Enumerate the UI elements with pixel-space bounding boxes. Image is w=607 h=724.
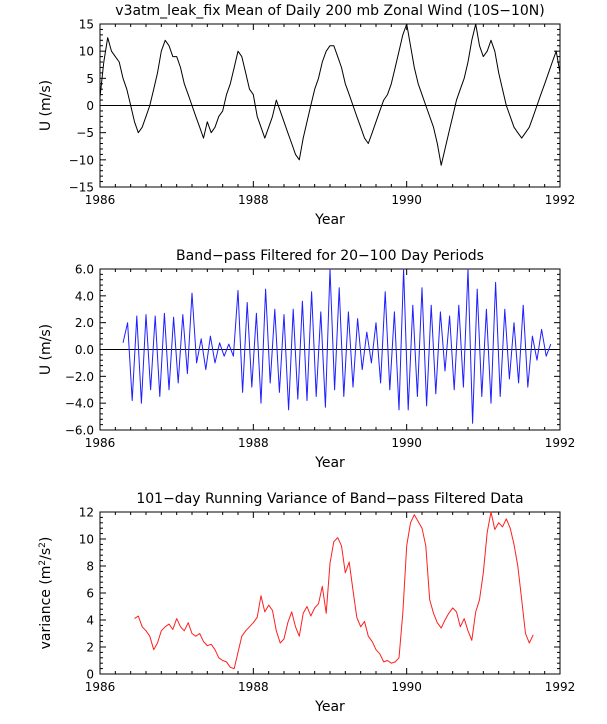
superscript: 2 — [38, 542, 48, 548]
y-tick-label: −6.0 — [65, 424, 94, 438]
y-tick-label: 0.0 — [75, 343, 94, 357]
chart-title-2: Band−pass Filtered for 20−100 Day Period… — [176, 248, 484, 264]
y-tick-label: −2.0 — [65, 370, 94, 384]
chart-title-1: v3atm_leak_fix Mean of Daily 200 mb Zona… — [115, 3, 544, 19]
superscript: 2 — [38, 560, 48, 566]
y-tick-label: 10 — [79, 533, 94, 547]
x-tick-label: 1988 — [238, 436, 269, 450]
x-axis-label-3: Year — [314, 699, 345, 715]
y-tick-label: 8 — [86, 560, 94, 574]
y-tick-label: 6 — [86, 587, 94, 601]
y-label-part: /s — [38, 548, 54, 560]
x-tick-label: 1986 — [85, 680, 116, 694]
y-tick-label: −4.0 — [65, 397, 94, 411]
y-axis-label-1: U (m/s) — [38, 80, 54, 131]
y-label-part: ) — [38, 537, 54, 542]
y-tick-label: 15 — [79, 18, 94, 32]
x-tick-label: 1990 — [391, 680, 422, 694]
y-tick-label: 5 — [86, 72, 94, 86]
y-label-part: variance (m — [38, 566, 54, 650]
y-tick-label: −15 — [69, 181, 94, 195]
y-axis-label-2: U (m/s) — [38, 324, 54, 375]
y-tick-label: 4 — [86, 614, 94, 628]
x-tick-label: 1986 — [85, 193, 116, 207]
y-tick-label: 12 — [79, 506, 94, 520]
y-tick-label: 0 — [86, 99, 94, 113]
data-line-2-1 — [122, 268, 552, 424]
x-axis-label-2: Year — [314, 455, 345, 471]
y-tick-label: 2.0 — [75, 316, 94, 330]
x-axis-label-1: Year — [314, 212, 345, 228]
x-tick-label: 1990 — [391, 193, 422, 207]
y-tick-label: 6.0 — [75, 263, 94, 277]
x-tick-label: 1988 — [238, 680, 269, 694]
plot-frame-3 — [99, 511, 561, 675]
chart-title-3: 101−day Running Variance of Band−pass Fi… — [136, 491, 523, 507]
y-tick-label: 0 — [86, 668, 94, 682]
y-tick-label: 2 — [86, 641, 94, 655]
x-tick-label: 1992 — [545, 680, 576, 694]
x-tick-label: 1992 — [545, 193, 576, 207]
y-tick-label: −10 — [69, 153, 94, 167]
x-tick-label: 1988 — [238, 193, 269, 207]
y-tick-label: 4.0 — [75, 289, 94, 303]
x-tick-label: 1990 — [391, 436, 422, 450]
data-line-1-1 — [99, 23, 561, 166]
y-tick-label: −5 — [76, 126, 94, 140]
x-tick-label: 1992 — [545, 436, 576, 450]
x-tick-label: 1986 — [85, 436, 116, 450]
y-axis-label-3: variance (m2/s2) — [38, 537, 54, 650]
data-line-3-1 — [134, 511, 534, 670]
y-tick-label: 10 — [79, 45, 94, 59]
